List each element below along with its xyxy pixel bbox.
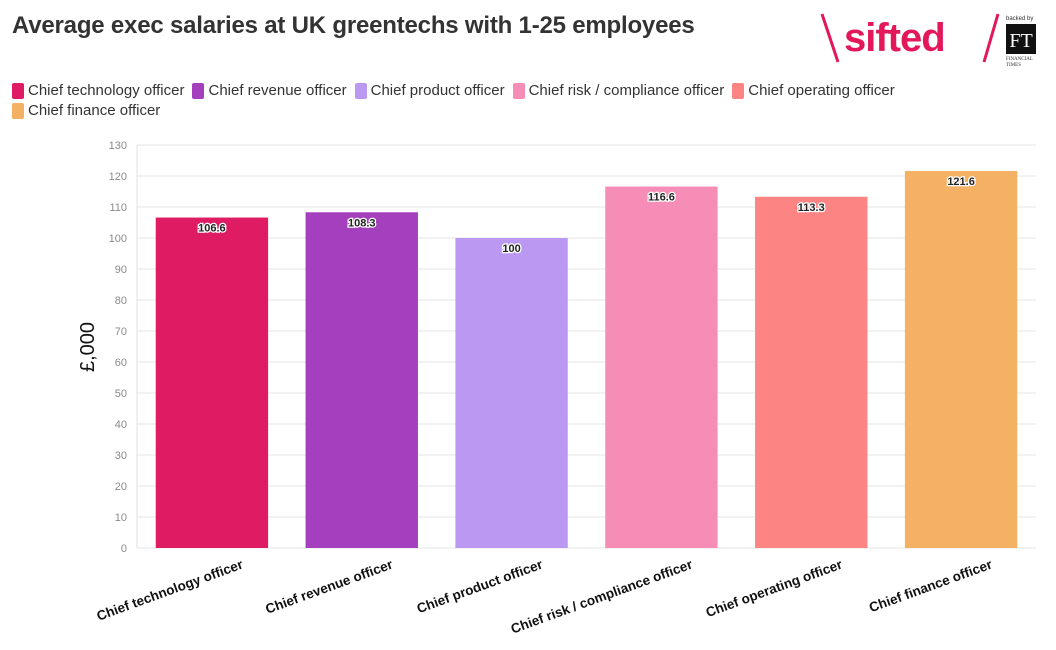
data-label: 108.3 <box>348 217 376 229</box>
legend-swatch <box>12 103 24 119</box>
legend-swatch <box>12 83 24 99</box>
data-label: 113.3 <box>798 202 825 214</box>
data-label: 106.6 <box>198 223 226 235</box>
data-label: 116.6 <box>648 192 675 204</box>
y-tick-label: 30 <box>115 450 127 462</box>
y-axis-label: £,000 <box>77 322 99 372</box>
legend-item[interactable]: Chief finance officer <box>12 102 160 120</box>
y-tick-label: 20 <box>115 481 127 493</box>
y-tick-label: 50 <box>115 388 127 400</box>
legend-swatch <box>354 83 367 99</box>
legend-swatch <box>192 83 205 99</box>
legend-label: Chief risk / compliance officer <box>528 82 725 99</box>
logo-slash-right <box>982 13 1000 63</box>
legend-item[interactable]: Chief revenue officer <box>192 82 347 100</box>
legend-swatch <box>732 83 745 99</box>
legend-item[interactable]: Chief technology officer <box>12 82 184 100</box>
ft-name-line-2: TIMES <box>1006 63 1021 68</box>
y-tick-label: 130 <box>109 140 127 152</box>
legend-label: Chief revenue officer <box>208 82 347 99</box>
y-tick-label: 110 <box>109 202 127 214</box>
bar <box>904 171 1018 549</box>
logo-slash-left <box>820 13 840 63</box>
chart-title: Average exec salaries at UK greentechs w… <box>12 12 695 39</box>
sifted-wordmark: sifted <box>844 16 945 60</box>
data-label: 100 <box>502 243 520 255</box>
legend-item[interactable]: Chief operating officer <box>732 82 895 100</box>
bar <box>605 186 718 549</box>
sifted-ft-logo: sifted backed by FT FINANCIAL TIMES <box>820 13 1036 68</box>
x-tick-label: Chief finance officer <box>867 556 995 615</box>
y-tick-label: 40 <box>115 419 127 431</box>
legend-label: Chief finance officer <box>28 102 161 119</box>
ft-logo-box <box>1006 24 1036 54</box>
x-tick-label: Chief operating officer <box>704 556 845 620</box>
ft-name-line-1: FINANCIAL <box>1006 57 1033 62</box>
legend-swatch <box>512 83 525 99</box>
y-tick-label: 70 <box>115 326 127 338</box>
y-tick-label: 100 <box>109 233 127 245</box>
ft-logo-mark: FT <box>1009 30 1032 52</box>
bar <box>455 238 568 548</box>
data-label: 121.6 <box>947 176 975 188</box>
legend-label: Chief operating officer <box>748 82 895 99</box>
y-tick-label: 90 <box>115 264 127 276</box>
legend-label: Chief product officer <box>370 82 505 99</box>
x-tick-label: Chief revenue officer <box>263 556 395 616</box>
backed-by-label: backed by <box>1006 16 1033 22</box>
x-tick-label: Chief product officer <box>415 556 546 616</box>
y-tick-label: 10 <box>115 512 127 524</box>
y-tick-label: 120 <box>109 171 127 183</box>
legend-item[interactable]: Chief product officer <box>354 82 505 100</box>
y-tick-label: 80 <box>115 295 127 307</box>
y-tick-label: 60 <box>115 357 127 369</box>
bar <box>305 212 418 548</box>
bar <box>155 217 269 549</box>
legend-label: Chief technology officer <box>28 82 185 99</box>
chart-legend: Chief technology officer Chief revenue of… <box>12 82 1012 120</box>
x-tick-label: Chief technology officer <box>95 556 246 623</box>
legend-item[interactable]: Chief risk / compliance officer <box>512 82 725 100</box>
y-tick-label: 0 <box>121 543 127 555</box>
bar <box>755 196 868 548</box>
